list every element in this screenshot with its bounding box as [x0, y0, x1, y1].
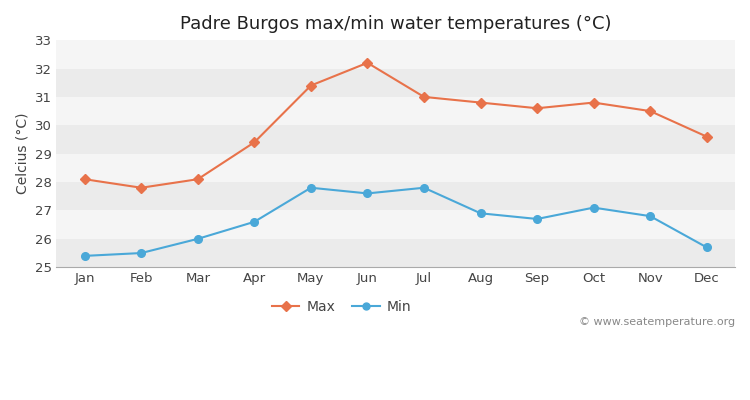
Bar: [56, 68, 735, 97]
Y-axis label: Celcius (°C): Celcius (°C): [15, 113, 29, 194]
Max: [194, 177, 202, 182]
Min: [702, 245, 711, 250]
Max: [136, 185, 146, 190]
Min: [363, 191, 372, 196]
Max: [702, 134, 711, 139]
Max: [476, 100, 485, 105]
Max: [590, 100, 598, 105]
Bar: [56, 182, 735, 210]
Bar: [56, 210, 735, 239]
Max: [250, 140, 259, 145]
Min: [250, 220, 259, 224]
Min: [80, 254, 89, 258]
Min: [307, 185, 316, 190]
Max: [646, 109, 655, 114]
Max: [419, 94, 428, 99]
Text: © www.seatemperature.org: © www.seatemperature.org: [579, 317, 735, 327]
Line: Min: Min: [81, 184, 710, 260]
Line: Max: Max: [81, 59, 710, 192]
Min: [646, 214, 655, 218]
Max: [532, 106, 542, 111]
Min: [194, 236, 202, 241]
Bar: [56, 40, 735, 68]
Min: [532, 216, 542, 221]
Bar: [56, 239, 735, 267]
Min: [419, 185, 428, 190]
Max: [363, 60, 372, 65]
Min: [136, 251, 146, 256]
Title: Padre Burgos max/min water temperatures (°C): Padre Burgos max/min water temperatures …: [180, 15, 611, 33]
Bar: [56, 125, 735, 154]
Bar: [56, 154, 735, 182]
Legend: Max, Min: Max, Min: [266, 294, 417, 319]
Max: [307, 83, 316, 88]
Min: [476, 211, 485, 216]
Max: [80, 177, 89, 182]
Bar: [56, 97, 735, 125]
Min: [590, 205, 598, 210]
